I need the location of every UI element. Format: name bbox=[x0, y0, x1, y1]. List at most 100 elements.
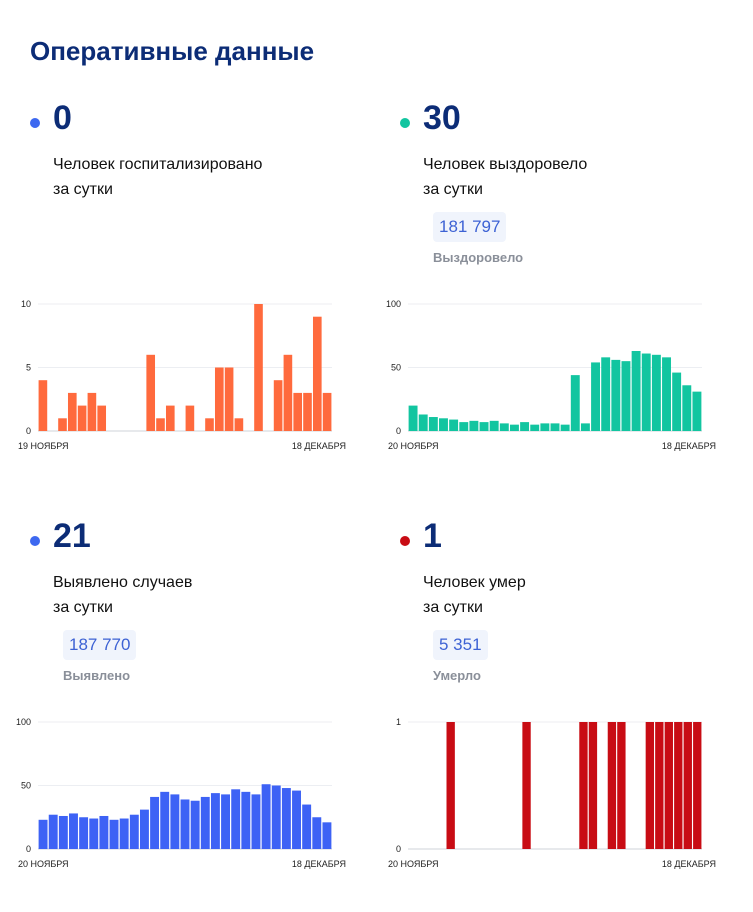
bar bbox=[160, 791, 170, 849]
bar bbox=[692, 391, 702, 431]
x-end-label: 18 ДЕКАБРЯ bbox=[662, 859, 716, 869]
bar bbox=[651, 354, 661, 431]
y-tick-label: 100 bbox=[386, 299, 401, 309]
bar bbox=[449, 419, 459, 431]
deaths-count: 1 bbox=[423, 517, 442, 555]
bar bbox=[446, 722, 455, 849]
bar bbox=[459, 422, 469, 431]
deaths-total: 5 351 bbox=[433, 630, 488, 660]
detected-total-label: Выявлено bbox=[63, 668, 131, 683]
bar bbox=[489, 420, 499, 431]
bar bbox=[58, 418, 67, 431]
bar bbox=[67, 392, 77, 431]
bar bbox=[89, 818, 99, 849]
bar bbox=[645, 722, 655, 849]
bar bbox=[77, 405, 87, 431]
bar bbox=[617, 722, 626, 849]
x-start-label: 19 НОЯБРЯ bbox=[18, 441, 69, 451]
y-tick-label: 10 bbox=[21, 299, 31, 309]
bar bbox=[672, 372, 682, 431]
bar bbox=[231, 789, 241, 849]
y-tick-label: 100 bbox=[16, 717, 31, 727]
bar bbox=[580, 423, 590, 431]
bar bbox=[205, 418, 214, 431]
bar bbox=[621, 361, 631, 431]
page-title: Оперативные данные bbox=[30, 36, 315, 66]
y-tick-label: 50 bbox=[391, 363, 401, 373]
caption-line-2: за сутки bbox=[53, 599, 113, 616]
bar bbox=[570, 375, 580, 431]
bar bbox=[129, 814, 139, 849]
detected-chart: 0 50 100 20 НОЯБРЯ 18 ДЕКАБРЯ bbox=[16, 717, 346, 869]
bar bbox=[190, 800, 200, 849]
bar bbox=[97, 405, 107, 431]
deaths-caption: Человек умер за сутки bbox=[423, 570, 526, 620]
bar bbox=[214, 367, 224, 431]
bar bbox=[655, 722, 664, 849]
caption-line-1: Человек умер bbox=[423, 574, 526, 591]
bar bbox=[693, 722, 702, 849]
bar bbox=[303, 392, 312, 431]
bar bbox=[139, 809, 149, 849]
bar bbox=[109, 819, 119, 849]
status-dot bbox=[400, 118, 410, 128]
status-dot bbox=[30, 536, 40, 546]
bar bbox=[293, 392, 303, 431]
bar bbox=[69, 813, 78, 849]
bar bbox=[234, 418, 244, 431]
bar bbox=[560, 424, 570, 431]
bar bbox=[641, 353, 651, 431]
bar bbox=[281, 788, 291, 849]
recovered-card: 30 Человек выздоровело за сутки 181 797 … bbox=[386, 98, 750, 488]
bar bbox=[312, 817, 322, 849]
bar bbox=[58, 815, 68, 849]
detected-caption: Выявлено случаев за сутки bbox=[53, 570, 192, 620]
x-start-label: 20 НОЯБРЯ bbox=[388, 859, 439, 869]
bar bbox=[530, 424, 540, 431]
bar bbox=[48, 814, 58, 849]
bar bbox=[150, 796, 160, 849]
deaths-chart: 0 1 20 НОЯБРЯ 18 ДЕКАБРЯ bbox=[388, 717, 716, 869]
x-end-label: 18 ДЕКАБРЯ bbox=[292, 441, 346, 451]
bar bbox=[87, 392, 97, 431]
bar bbox=[302, 804, 312, 849]
bar bbox=[439, 418, 448, 431]
bar bbox=[38, 380, 48, 431]
hospitalized-chart: 0 5 10 19 НОЯБРЯ 18 ДЕКАБРЯ bbox=[18, 299, 346, 451]
bar bbox=[292, 790, 301, 849]
bar bbox=[210, 793, 220, 849]
bar bbox=[271, 785, 281, 849]
bar bbox=[588, 722, 598, 849]
bar bbox=[170, 794, 180, 849]
caption-line-1: Выявлено случаев bbox=[53, 574, 193, 591]
y-tick-label: 5 bbox=[26, 363, 31, 373]
bar bbox=[579, 722, 588, 849]
bar bbox=[156, 418, 165, 431]
bar bbox=[601, 357, 611, 431]
deaths-card: 1 Человек умер за сутки 5 351 Умерло 0 1 2… bbox=[388, 516, 750, 906]
bar bbox=[322, 392, 332, 431]
bar bbox=[283, 354, 293, 431]
bar bbox=[428, 417, 438, 431]
bar bbox=[241, 791, 251, 849]
bar bbox=[418, 414, 428, 431]
bar bbox=[682, 385, 692, 431]
detected-card: 21 Выявлено случаев за сутки 187 770 Выя… bbox=[16, 516, 380, 906]
bar bbox=[662, 357, 671, 431]
bar bbox=[200, 796, 210, 849]
y-tick-label: 0 bbox=[26, 426, 31, 436]
x-end-label: 18 ДЕКАБРЯ bbox=[662, 441, 716, 451]
bar bbox=[254, 304, 263, 431]
bar bbox=[119, 818, 129, 849]
bar bbox=[522, 722, 531, 849]
hospitalized-count: 0 bbox=[53, 99, 72, 137]
bar bbox=[79, 817, 89, 849]
y-tick-label: 0 bbox=[396, 844, 401, 854]
detected-count: 21 bbox=[53, 517, 91, 555]
bar bbox=[224, 367, 234, 431]
caption-line-1: Человек госпитализировано bbox=[53, 156, 263, 173]
status-dot bbox=[400, 536, 410, 546]
recovered-total: 181 797 bbox=[433, 212, 507, 242]
recovered-count: 30 bbox=[423, 99, 461, 137]
recovered-chart: 0 50 100 20 НОЯБРЯ 18 ДЕКАБРЯ bbox=[386, 299, 716, 451]
